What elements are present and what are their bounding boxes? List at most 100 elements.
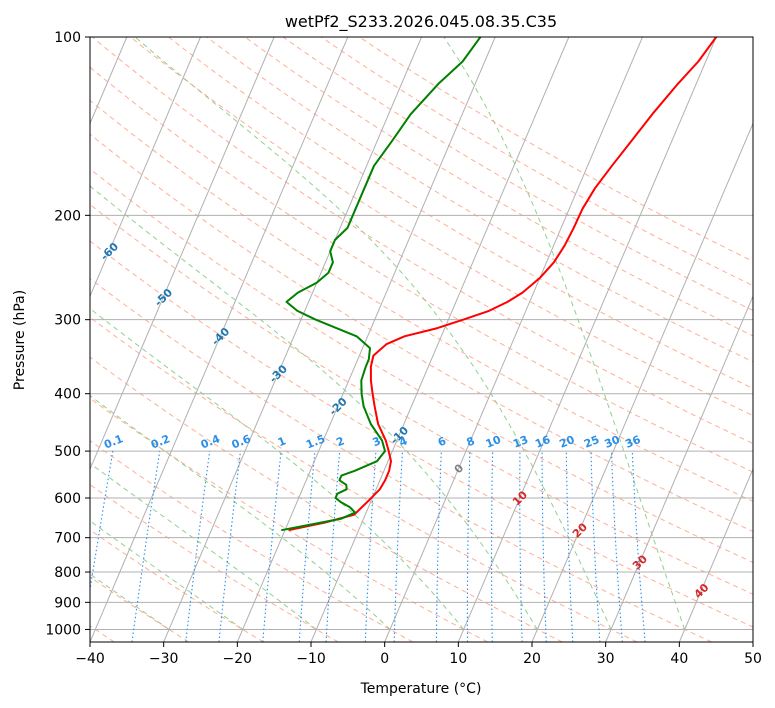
moist-adiabat [443,37,686,630]
mixing-ratio-line [218,451,242,642]
mixing-ratio-line [610,451,623,642]
y-tick-label: 100 [54,30,81,46]
isotherm-label: -40 [209,325,232,348]
mixing-ratio-label: 25 [582,433,601,451]
mixing-ratio-label: 30 [603,433,622,451]
y-tick-label: 900 [54,595,81,611]
y-tick-label: 200 [54,208,81,224]
isotherm-label: -50 [152,286,175,309]
x-axis-label: Temperature (°C) [360,681,482,697]
isotherm-line [457,37,717,642]
mixing-ratio-label: 0.2 [149,432,172,451]
y-tick-label: 600 [54,491,81,507]
x-tick-label: −10 [296,651,326,667]
dry-adiabat [359,37,753,263]
mixing-ratio-line [262,451,282,642]
mixing-ratio-line [435,451,442,642]
x-tick-label: 50 [744,651,762,667]
mixing-ratio-label: 8 [465,434,477,449]
dry-adiabat [90,240,753,628]
isotherm-line [90,37,201,298]
moist-adiabat [134,37,612,630]
isotherm-label: 40 [692,581,712,601]
isotherm-label: -60 [98,240,121,263]
dry-adiabat [90,278,712,642]
mixing-ratio-label: 20 [557,433,576,451]
dewpoint-profile-line [281,37,482,532]
mixing-ratio-line [185,451,211,642]
temperature-profile-line [288,37,718,532]
mixing-ratio-label: 10 [484,433,503,451]
dry-adiabat [90,316,638,642]
moist-adiabat [90,185,538,630]
isotherm-line [90,37,349,642]
moist-adiabat [90,307,465,630]
dry-adiabat [90,133,753,533]
isotherm-line [384,37,643,642]
dry-adiabat [91,37,753,445]
mixing-ratio-line [631,451,646,642]
mixing-ratio-label: 36 [623,433,642,451]
mixing-ratio-line [466,451,471,642]
y-tick-label: 800 [54,565,81,581]
plot-frame [89,36,754,643]
mixing-ratio-line [490,451,494,642]
x-tick-label: −40 [75,651,105,667]
moist-adiabat [90,462,317,630]
mixing-ratio-line [519,451,523,642]
y-tick-label: 400 [54,387,81,403]
y-tick-label: 500 [54,444,81,460]
mixing-ratio-label: 1 [276,434,288,449]
mixing-ratio-label: 3 [371,434,383,449]
y-axis-label: Pressure (hPa) [12,290,28,390]
isotherm-label: -20 [327,395,350,418]
x-tick-label: 40 [670,651,688,667]
dry-adiabat [90,203,753,595]
dry-adiabat [282,37,753,312]
dry-adiabat [130,37,753,417]
isotherm-label: 30 [630,552,650,572]
plot-area: 0.10.20.40.611.52346810131620253036-100-… [0,37,753,642]
mixing-ratio-line [298,451,316,642]
moist-adiabat [90,520,243,630]
mixing-ratio-line [131,451,161,642]
isotherm-line [90,37,275,471]
dry-adiabat [90,168,753,563]
y-tick-label: 300 [54,313,81,329]
dry-adiabat [90,483,339,642]
isotherm-label: 10 [510,488,530,508]
chart-title: wetPf2_S233.2026.045.08.35.C35 [285,12,557,32]
dry-adiabat [90,440,414,642]
x-tick-label: 20 [523,651,541,667]
moist-adiabat [90,573,170,630]
dry-adiabat [90,576,190,642]
mixing-ratio-line [90,450,114,594]
isotherm-label: -30 [267,362,290,385]
x-tick-label: 30 [597,651,615,667]
mixing-ratio-line [590,451,601,642]
mixing-ratio-label: 2 [334,434,346,449]
moist-adiabat [90,395,391,630]
axis-ticks: −40 −30 −20 −10 0 10 20 30 40 5010020030040050060… [45,30,762,667]
dry-adiabat [90,397,488,642]
dry-adiabat [206,37,753,363]
dry-adiabat [90,356,563,642]
mixing-ratio-label: 6 [436,434,448,449]
isotherm-line [531,122,753,642]
x-tick-label: 10 [449,651,467,667]
mixing-ratio-line [565,451,574,642]
dry-adiabat [168,37,753,389]
mixing-ratio-label: 0.6 [230,432,253,451]
isotherm-line [163,37,422,642]
isotherm-line [752,640,753,642]
isotherm-line [605,295,753,642]
mixing-ratio-label: 13 [511,433,530,451]
y-tick-label: 700 [54,531,81,547]
x-tick-label: −30 [149,651,179,667]
isotherm-line [678,467,753,642]
dry-adiabat [244,37,753,337]
isotherm-label: -80 [0,130,21,153]
y-tick-label: 1000 [45,622,81,638]
x-tick-label: −20 [223,651,253,667]
